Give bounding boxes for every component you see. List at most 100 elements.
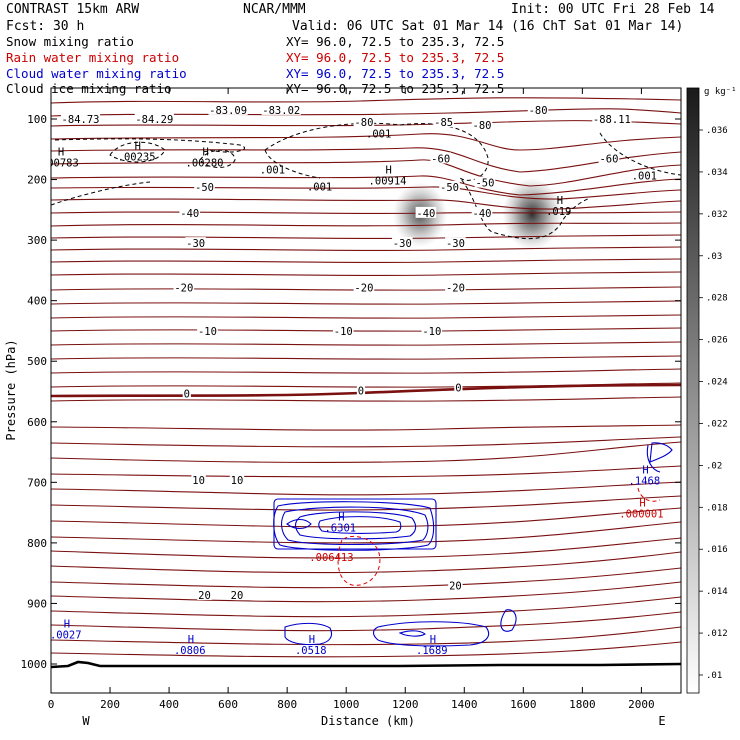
extremum-value: .1468: [629, 475, 661, 487]
x-tick-label: 1000: [333, 698, 360, 711]
extremum-mark: H: [338, 512, 344, 524]
x-tick-label: 1400: [451, 698, 478, 711]
cloud-water-contours: [273, 442, 673, 647]
temperature-label-bg: [430, 152, 451, 164]
legend-snow-xy: XY= 96.0, 72.5 to 235.3, 72.5: [286, 34, 504, 49]
extremum-value: .006413: [309, 552, 353, 564]
temperature-label: 10: [231, 475, 244, 487]
model-title: CONTRAST 15km ARW: [6, 2, 139, 17]
y-axis-label: Pressure (hPa): [4, 339, 18, 440]
y-tick-label: 500: [27, 355, 47, 368]
temperature-label: -30: [446, 238, 465, 250]
temperature-label-bg: [353, 116, 375, 128]
extremum-value: .0518: [295, 645, 327, 657]
terrain-line: [51, 660, 681, 669]
extremum-value: .001: [366, 128, 391, 140]
extremum-value: .6301: [324, 523, 356, 535]
extremum-value: .0027: [50, 630, 82, 642]
rain-contours: [337, 487, 661, 586]
x-tick-label: 600: [218, 698, 238, 711]
colorbar-tick-label: .032: [706, 210, 728, 220]
y-tick-label: 400: [27, 295, 47, 308]
temperature-label: -40: [473, 208, 492, 220]
y-tick-label: 1000: [21, 658, 48, 671]
temperature-label: 20: [198, 590, 211, 602]
center-title: NCAR/MMM: [243, 2, 306, 17]
y-tick-label: 900: [27, 597, 47, 610]
temperature-label: 0: [455, 382, 461, 394]
temperature-label: -20: [354, 282, 373, 294]
colorbar-tick-label: .024: [706, 378, 728, 388]
temperature-label: -10: [422, 326, 441, 338]
extremum-mark: H: [639, 498, 645, 510]
temperature-label: -83.09: [209, 105, 247, 117]
terrain-fill: [51, 662, 681, 693]
temperature-label: -84.29: [135, 114, 173, 126]
colorbar-tick-label: .022: [706, 419, 728, 429]
colorbar-tick-label: .034: [706, 168, 728, 178]
colorbar-ticks: .01 .012 .014 .016 .018 .02 .022 .024 .026 .028 .0…: [699, 126, 728, 681]
temperature-label: -80: [529, 105, 548, 117]
colorbar-tick-label: .02: [706, 461, 722, 471]
temperature-label: -84.73: [62, 114, 100, 126]
temperature-label: -50: [475, 178, 494, 190]
extremum-value: .0806: [174, 645, 206, 657]
extremum-mark: H: [203, 146, 209, 158]
extremum-value: .001: [260, 165, 285, 177]
x-end-label-east: E: [658, 714, 665, 728]
x-axis: 0 200 400 600 800 1000 1200 1400 1600 1800 2000: [48, 88, 655, 711]
temperature-label: -80: [354, 117, 373, 129]
y-tick-label: 300: [27, 234, 47, 247]
colorbar-tick-label: .026: [706, 336, 728, 346]
temperature-label: -50: [195, 182, 214, 194]
temperature-label-bg: [134, 113, 174, 124]
temperature-label: -50: [440, 182, 459, 194]
temperature-label: 20: [231, 590, 244, 602]
temperature-label-bg: [445, 281, 466, 293]
y-tick-label: 100: [27, 113, 47, 126]
legend-rain-label: Rain water mixing ratio: [6, 50, 179, 65]
x-tick-label: 2000: [628, 698, 655, 711]
snow-contours: [51, 122, 681, 240]
temperature-label-bg: [356, 384, 366, 396]
colorbar-tick-label: .028: [706, 294, 728, 304]
extremum-value: .1689: [416, 645, 448, 657]
legend: Snow mixing ratio XY= 96.0, 72.5 to 235.…: [6, 34, 504, 96]
temperature-label-bg: [185, 237, 206, 249]
extremum-value: .000001: [619, 509, 663, 521]
x-tick-label: 400: [159, 698, 179, 711]
x-axis-label: Distance (km): [321, 714, 415, 728]
colorbar: [686, 87, 700, 694]
temperature-label-bg: [197, 588, 212, 600]
temperature-label-bg: [194, 180, 215, 192]
temperature-label: 20: [449, 580, 462, 592]
temperature-label-bg: [471, 119, 493, 131]
extremum-mark: H: [188, 634, 194, 646]
extremum-value: .019: [546, 206, 571, 218]
temperature-label: 0: [184, 388, 190, 400]
forecast-hour: Fcst: 30 h: [6, 19, 84, 34]
extremum-mark: H: [309, 634, 315, 646]
temperature-label: -40: [416, 208, 435, 220]
temperature-label-bg: [60, 113, 101, 124]
temperature-label-bg: [445, 237, 466, 249]
extremum-mark: H: [64, 619, 70, 631]
temperature-label: -40: [180, 208, 199, 220]
temperature-label: -60: [599, 153, 618, 165]
temperature-label-bg: [173, 281, 195, 293]
temperature-label: -60: [431, 153, 450, 165]
temperature-label-bg: [197, 324, 218, 336]
temperature-label-bg: [332, 324, 354, 336]
valid-time: Valid: 06 UTC Sat 01 Mar 14 (16 ChT Sat …: [292, 19, 683, 34]
temperature-label: -30: [186, 238, 205, 250]
temperature-label-bg: [527, 103, 549, 115]
colorbar-tick-label: .016: [706, 545, 728, 555]
temperature-label-bg: [471, 206, 493, 218]
legend-rain-xy: XY= 96.0, 72.5 to 235.3, 72.5: [286, 50, 504, 65]
extremum-mark: H: [642, 464, 648, 476]
extremum-value: .001: [632, 171, 657, 183]
x-tick-label: 1800: [569, 698, 596, 711]
